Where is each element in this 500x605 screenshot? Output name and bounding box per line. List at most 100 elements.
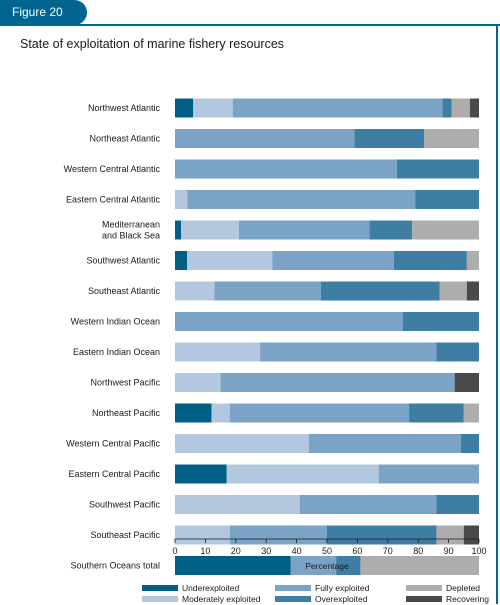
x-axis-label: Percentage [305,561,349,571]
category-label-southwest-pacific: Southwest Pacific [89,500,161,510]
bar-eastern-central-pacific-moderately-exploited [226,464,379,484]
bar-southwest-pacific-overexploited [436,495,479,514]
bar-northwest-pacific-fully-exploited [220,373,455,392]
x-tick-label-40: 40 [292,546,302,556]
category-label-northeast-atlantic: Northeast Atlantic [89,134,160,144]
category-label-eastern-central-atlantic: Eastern Central Atlantic [66,195,161,205]
bar-southern-oceans-total-depleted [360,556,479,575]
bar-northwest-atlantic-underexploited [175,98,194,118]
frame-top-rule [0,24,500,26]
category-label-southeast-pacific: Southeast Pacific [90,530,160,540]
bar-northeast-atlantic-overexploited [354,129,425,148]
bar-eastern-central-pacific-fully-exploited [378,464,479,484]
bar-northeast-pacific-depleted [463,403,479,423]
bar-eastern-central-atlantic-overexploited [415,190,479,209]
bar-southwest-atlantic-depleted [466,251,479,270]
legend-swatch-overexploited [275,596,311,602]
bar-southeast-atlantic-overexploited [320,281,440,301]
bar-eastern-indian-ocean-overexploited [436,342,479,362]
bar-eastern-indian-ocean-fully-exploited [260,342,437,362]
legend-label-overexploited: Overexploited [315,594,368,604]
category-label-northwest-atlantic: Northwest Atlantic [88,103,161,113]
bar-mediterranean-and-black-sea-fully-exploited [238,220,370,240]
bar-southeast-atlantic-depleted [439,281,467,301]
bar-northwest-pacific-recovering [454,373,479,392]
legend-swatch-fully-exploited [275,585,311,591]
bar-southern-oceans-total-underexploited [175,556,291,575]
bar-mediterranean-and-black-sea-underexploited [175,220,182,240]
x-tick-label-60: 60 [352,546,362,556]
bar-mediterranean-and-black-sea-depleted [412,220,479,240]
bar-northwest-pacific-moderately-exploited [175,373,221,392]
bar-northeast-pacific-fully-exploited [229,403,410,423]
bar-southeast-pacific-overexploited [327,525,437,545]
category-label-southwest-atlantic: Southwest Atlantic [86,256,160,266]
category-label-western-central-pacific: Western Central Pacific [66,439,160,449]
category-label-western-central-atlantic: Western Central Atlantic [64,164,161,174]
legend-swatch-underexploited [142,585,178,591]
bar-eastern-central-atlantic-moderately-exploited [175,190,188,209]
x-tick-label-80: 80 [413,546,423,556]
bar-southeast-atlantic-fully-exploited [214,281,321,301]
bar-western-central-pacific-overexploited [460,434,479,453]
bar-southwest-atlantic-overexploited [393,251,467,270]
bar-eastern-central-pacific-underexploited [175,464,227,484]
bar-northwest-atlantic-moderately-exploited [193,98,233,118]
bar-northeast-atlantic-fully-exploited [175,129,355,148]
bar-northeast-pacific-overexploited [409,403,464,423]
x-tick-label-0: 0 [172,546,177,556]
bar-southwest-atlantic-moderately-exploited [187,251,273,270]
legend-swatch-recovering [406,596,442,602]
bar-northwest-atlantic-fully-exploited [232,98,443,118]
bar-northwest-atlantic-recovering [469,98,479,118]
chart-svg: Northwest Atlantic Northeast Atlantic West… [64,98,487,575]
category-label-southeast-atlantic: Southeast Atlantic [88,286,161,296]
bar-southeast-atlantic-moderately-exploited [175,281,215,301]
x-tick-label-10: 10 [200,546,210,556]
legend-label-moderately-exploited: Moderately exploited [182,594,261,604]
bar-northwest-atlantic-depleted [451,98,470,118]
bar-southern-oceans-total-overexploited [336,556,361,575]
category-label-western-indian-ocean: Western Indian Ocean [71,317,160,327]
bar-eastern-indian-ocean-moderately-exploited [175,342,261,362]
bar-northwest-atlantic-overexploited [442,98,452,118]
category-label-southern-oceans-total: Southern Oceans total [70,561,160,571]
x-tick-label-20: 20 [231,546,241,556]
legend-swatch-moderately-exploited [142,596,178,602]
bar-southeast-pacific-moderately-exploited [175,525,230,545]
bar-northeast-atlantic-depleted [424,129,479,148]
bar-southeast-pacific-fully-exploited [229,525,327,545]
bar-western-indian-ocean-fully-exploited [175,312,403,331]
x-tick-label-70: 70 [383,546,393,556]
legend-label-depleted: Depleted [446,583,481,593]
bar-mediterranean-and-black-sea-moderately-exploited [181,220,239,240]
bar-southwest-pacific-fully-exploited [299,495,437,514]
bar-western-central-atlantic-fully-exploited [175,159,397,179]
legend-label-fully-exploited: Fully exploited [315,583,370,593]
bar-northeast-pacific-moderately-exploited [211,403,230,423]
bar-southeast-pacific-depleted [436,525,464,545]
bar-southern-oceans-total-fully-exploited [290,556,337,575]
figure-label: Figure 20 [0,0,87,25]
bar-western-indian-ocean-overexploited [403,312,479,331]
x-tick-label-30: 30 [261,546,271,556]
x-tick-label-100: 100 [471,546,486,556]
bar-southeast-atlantic-recovering [466,281,479,301]
category-label-northeast-pacific: Northeast Pacific [92,408,161,418]
x-tick-label-50: 50 [322,546,332,556]
category-label-eastern-indian-ocean: Eastern Indian Ocean [73,347,160,357]
x-tick-label-90: 90 [444,546,454,556]
category-label-northwest-pacific: Northwest Pacific [90,378,160,388]
category-label-eastern-central-pacific: Eastern Central Pacific [68,469,160,479]
bar-southwest-pacific-moderately-exploited [175,495,300,514]
legend-label-recovering: Recovering [446,594,489,604]
chart-title: State of exploitation of marine fishery … [20,37,285,51]
frame-right-rule [496,24,498,604]
bar-northeast-pacific-underexploited [175,403,212,423]
legend: Underexploited Fully exploited Depleted … [142,583,494,605]
bar-western-central-pacific-moderately-exploited [175,434,309,453]
bar-mediterranean-and-black-sea-overexploited [369,220,413,240]
bar-southwest-atlantic-fully-exploited [272,251,394,270]
bar-eastern-central-atlantic-fully-exploited [187,190,416,209]
bar-western-central-pacific-fully-exploited [308,434,461,453]
